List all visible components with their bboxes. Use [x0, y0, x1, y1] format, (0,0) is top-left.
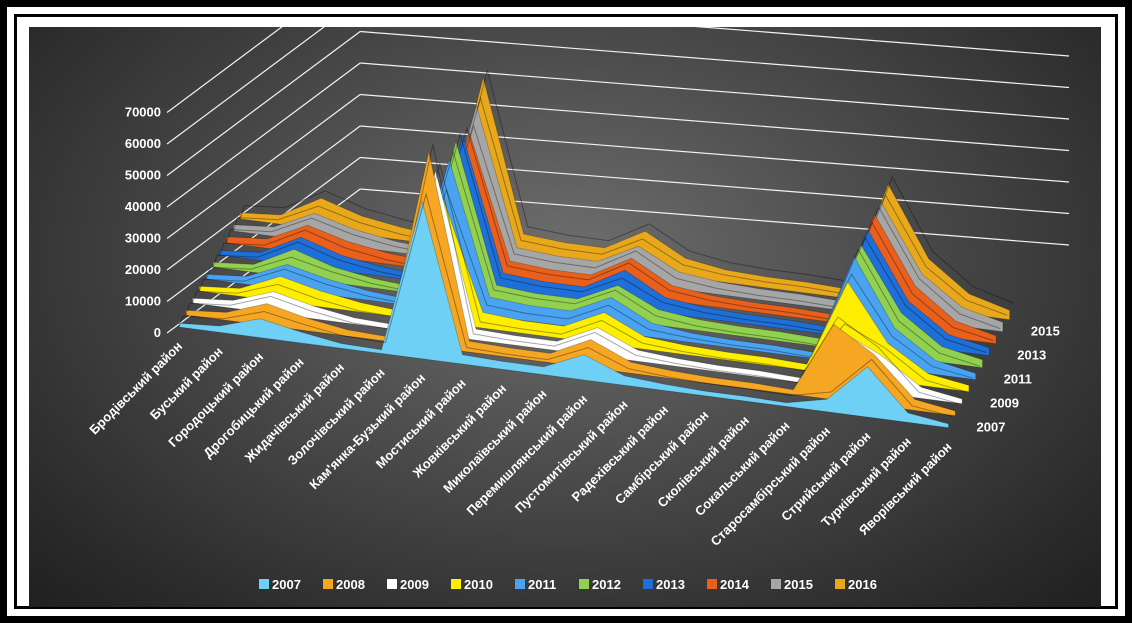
legend-swatch-2014 — [707, 579, 717, 589]
gridline-side — [166, 62, 361, 208]
legend-label-2015: 2015 — [784, 577, 813, 592]
legend-label-2008: 2008 — [336, 577, 365, 592]
gridline-back — [360, 62, 1070, 120]
legend-swatch-2013 — [643, 579, 653, 589]
y-tick-label: 50000 — [125, 168, 161, 183]
depth-tick-label: 2007 — [977, 420, 1006, 435]
legend-swatch-2011 — [515, 579, 525, 589]
legend-label-2011: 2011 — [528, 577, 556, 592]
y-tick-label: 30000 — [125, 231, 161, 246]
legend-swatch-2015 — [771, 579, 781, 589]
legend: 2007 2008 2009 2010 2011 2012 2013 2014 2015 2016 — [259, 577, 877, 592]
y-axis-ticks: 0 10000 20000 30000 40000 50000 60000 70000 — [125, 105, 161, 341]
depth-tick-label: 2015 — [1031, 324, 1060, 339]
x-tick-label: Яворівський район — [856, 439, 955, 538]
legend-swatch-2007 — [259, 579, 269, 589]
series-ribbons — [178, 70, 1014, 429]
gridline-back — [694, 27, 1070, 57]
legend-swatch-2010 — [451, 579, 461, 589]
legend-swatch-2016 — [835, 579, 845, 589]
legend-label-2007: 2007 — [272, 577, 301, 592]
x-tick-label: Турківський район — [818, 434, 914, 530]
series-ribbon-2007 — [178, 199, 949, 429]
legend-label-2013: 2013 — [656, 577, 685, 592]
inner-frame — [14, 14, 1118, 609]
y-tick-label: 20000 — [125, 262, 161, 277]
gridline-side — [166, 27, 325, 145]
gridline-back — [360, 30, 1070, 89]
series-edge-2007 — [178, 192, 953, 418]
legend-swatch-2012 — [579, 579, 589, 589]
legend-label-2010: 2010 — [464, 577, 493, 592]
gridline-side — [166, 31, 361, 176]
y-tick-label: 40000 — [125, 199, 161, 214]
gridline-side — [166, 27, 283, 113]
y-tick-label: 70000 — [125, 105, 161, 120]
series-edge-2011 — [205, 150, 980, 367]
legend-swatch-2009 — [387, 579, 397, 589]
depth-tick-label: 2013 — [1017, 348, 1046, 363]
depth-axis-ticks: 2007 2009 2011 2013 2015 — [977, 324, 1060, 435]
x-tick-label: Стрийський район — [778, 429, 873, 524]
y-tick-label: 60000 — [125, 136, 161, 151]
legend-label-2016: 2016 — [848, 577, 877, 592]
depth-tick-label: 2011 — [1004, 372, 1032, 387]
chart-area: 0 10000 20000 30000 40000 50000 60000 70000 Бро… — [29, 27, 1101, 607]
depth-tick-label: 2009 — [990, 396, 1019, 411]
gridline-side — [166, 94, 361, 239]
legend-label-2014: 2014 — [720, 577, 750, 592]
x-tick-label: Мостиський район — [373, 376, 469, 472]
legend-label-2009: 2009 — [400, 577, 429, 592]
y-tick-label: 10000 — [125, 294, 161, 309]
y-tick-label: 0 — [154, 325, 161, 340]
series-edge-2010 — [198, 188, 974, 379]
legend-label-2012: 2012 — [592, 577, 621, 592]
series-edge-2008 — [185, 144, 960, 405]
legend-swatch-2008 — [323, 579, 333, 589]
gridline-side — [166, 125, 361, 271]
